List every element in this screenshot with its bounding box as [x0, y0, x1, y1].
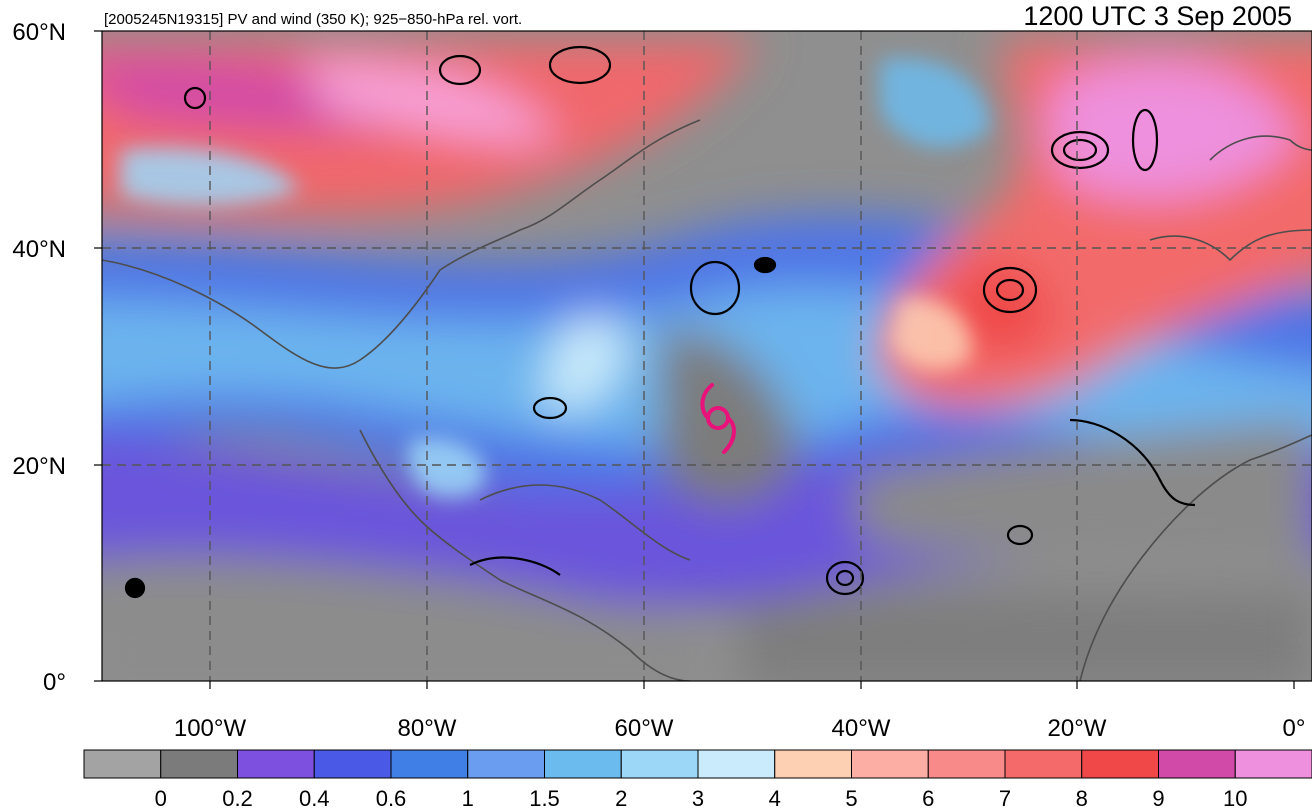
colorbar-swatch	[390, 749, 469, 779]
map-frame	[101, 30, 1312, 682]
colorbar-swatch	[774, 749, 852, 779]
pv-shading-field	[102, 31, 1312, 681]
colorbar-swatch	[544, 749, 622, 779]
map-gridlines	[102, 31, 1312, 681]
colorbar-label: 10	[1223, 786, 1247, 810]
colorbar-swatch	[927, 749, 1006, 779]
colorbar-label: 1	[462, 786, 474, 810]
colorbar-label: 0.2	[222, 786, 253, 810]
central-america-coastline	[359, 429, 691, 681]
colorbar-label: 9	[1152, 786, 1164, 810]
colorbar-swatch	[620, 749, 699, 779]
lat-ticks	[94, 30, 102, 682]
colorbar-swatch	[1234, 749, 1312, 779]
lon-label-0: 0°	[1283, 715, 1306, 742]
colorbar-swatch	[237, 749, 315, 779]
lat-label-20n: 20°N	[12, 453, 66, 480]
lat-label-40n: 40°N	[12, 236, 66, 263]
pv-colorbar: 0 0.2 0.4 0.6 1 1.5 2 3 4 5 6 7 8 9 10	[83, 749, 1312, 810]
tropical-cyclone-icon	[700, 383, 736, 454]
colorbar-swatch	[1004, 749, 1083, 779]
iberia-coastline	[1149, 229, 1312, 262]
colorbar-swatch	[160, 749, 238, 779]
lon-label-100w: 100°W	[174, 715, 247, 742]
lon-label-80w: 80°W	[398, 715, 457, 742]
colorbar-swatch	[83, 749, 162, 779]
caribbean-islands-coastline	[479, 484, 691, 561]
colorbar-swatch	[851, 749, 929, 779]
colorbar-swatch	[697, 749, 776, 779]
colorbar-label: 6	[922, 786, 934, 810]
colorbar-label: 5	[845, 786, 857, 810]
valid-time: 1200 UTC 3 Sep 2005	[1023, 1, 1292, 31]
case-label: [2005245N19315] PV and wind (350 K); 925…	[104, 11, 522, 28]
lon-label-40w: 40°W	[832, 715, 891, 742]
colorbar-swatch	[467, 749, 545, 779]
colorbar-label: 2	[615, 786, 627, 810]
vorticity-contours	[124, 45, 1196, 599]
colorbar-swatch	[1158, 749, 1236, 779]
colorbar-label: 0	[155, 786, 167, 810]
colorbar-swatch	[1081, 749, 1159, 779]
lon-label-20w: 20°W	[1048, 715, 1107, 742]
colorbar-label: 0.6	[376, 786, 407, 810]
colorbar-label: 7	[999, 786, 1011, 810]
europe-coastline	[1209, 135, 1312, 161]
lon-ticks	[209, 681, 1295, 689]
colorbar-label: 8	[1076, 786, 1088, 810]
colorbar-label: 1.5	[529, 786, 560, 810]
north-america-coastline	[102, 119, 701, 369]
colorbar-label: 4	[769, 786, 781, 810]
africa-coastline	[1079, 434, 1312, 681]
colorbar-swatch	[313, 749, 392, 779]
colorbar-label: 0.4	[299, 786, 330, 810]
lat-label-0: 0°	[43, 669, 66, 696]
lat-label-60n: 60°N	[12, 19, 66, 46]
colorbar-label: 3	[692, 786, 704, 810]
coastlines	[102, 119, 1312, 681]
lon-label-60w: 60°W	[615, 715, 674, 742]
